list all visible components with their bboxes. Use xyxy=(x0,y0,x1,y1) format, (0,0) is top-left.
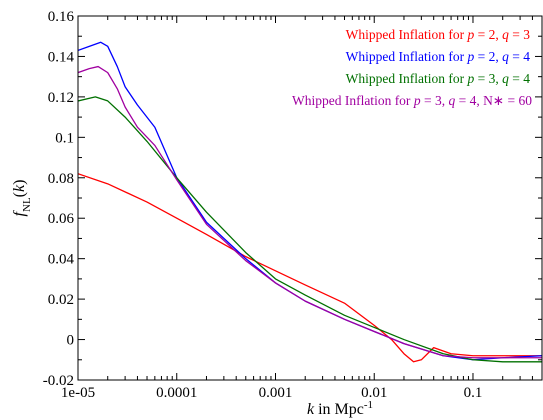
series-line-4 xyxy=(78,65,542,359)
y-axis-label: fNL(k) xyxy=(11,180,33,217)
y-tick-label: 0.16 xyxy=(48,9,75,25)
y-tick-label: 0.04 xyxy=(48,252,75,268)
y-tick-label: 0.12 xyxy=(48,90,74,106)
x-axis-label: k in Mpc-1 xyxy=(307,399,373,418)
y-tick-label: 0.14 xyxy=(48,49,75,65)
y-tick-label: 0.1 xyxy=(55,130,74,146)
series-line-2 xyxy=(78,41,542,361)
series-line-3 xyxy=(78,96,542,363)
y-tick-label: 0.06 xyxy=(48,211,75,227)
x-tick-label: 0.001 xyxy=(259,385,293,401)
ticks-layer: 1e-05 0.0001 0.001 0.01 0.1 -0.02 0 0.02 0.04 0.0… xyxy=(43,9,543,401)
y-tick-label: 0.02 xyxy=(48,292,74,308)
legend-entry-1: Whipped Inflation for p = 2, q = 3 xyxy=(346,27,531,42)
series-line-1 xyxy=(78,173,542,363)
series-layer xyxy=(78,41,542,363)
y-tick-label: 0.08 xyxy=(48,171,74,187)
y-tick-label: 0 xyxy=(67,333,75,349)
legend-entry-4: Whipped Inflation for p = 3, q = 4, N∗ =… xyxy=(292,93,532,108)
x-tick-label: 0.01 xyxy=(361,385,387,401)
legend: Whipped Inflation for p = 2, q = 3 Whippe… xyxy=(292,27,532,108)
legend-entry-2: Whipped Inflation for p = 2, q = 4 xyxy=(346,49,531,64)
x-tick-label: 0.1 xyxy=(464,385,483,401)
legend-entry-3: Whipped Inflation for p = 3, q = 4 xyxy=(346,71,531,86)
x-tick-label: 0.0001 xyxy=(156,385,197,401)
x-tick-label: 1e-05 xyxy=(61,385,95,401)
y-tick-label: -0.02 xyxy=(43,373,74,389)
